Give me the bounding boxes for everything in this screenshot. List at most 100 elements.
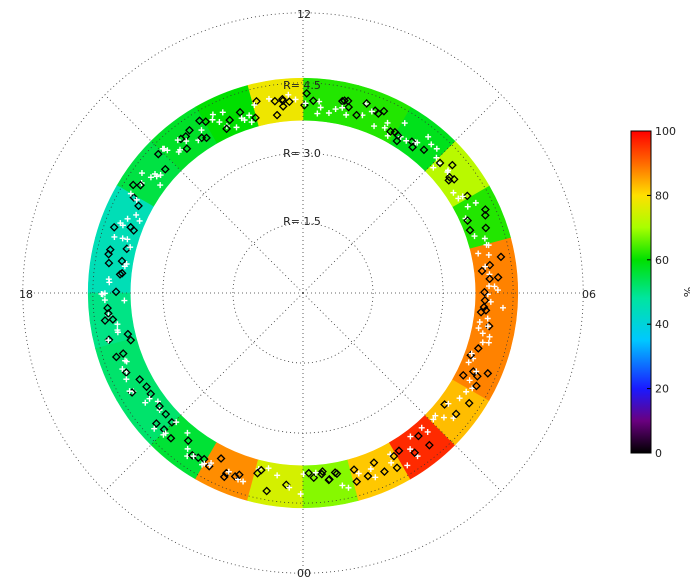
colorbar-tick-label-0: 0 [655, 447, 662, 460]
plus-marker-85 [485, 251, 492, 258]
plus-marker-306 [274, 472, 281, 479]
plus-marker-213 [124, 215, 131, 222]
diamond-marker-5 [318, 467, 327, 476]
diamond-marker-159 [278, 96, 288, 106]
diamond-marker-165 [251, 113, 260, 123]
plus-marker-76 [491, 283, 498, 290]
diamond-marker-260 [135, 374, 145, 384]
plus-marker-145 [332, 106, 339, 113]
plus-marker-125 [384, 132, 391, 139]
plus-marker-171 [233, 124, 240, 131]
plus-marker-96 [472, 199, 479, 206]
mlt-label-right: 06 [582, 288, 596, 301]
polar-grid [22, 12, 584, 574]
diamond-marker-240 [103, 303, 112, 313]
plus-marker-267 [146, 395, 153, 402]
plus-marker-170 [241, 117, 248, 124]
diamond-marker-266 [146, 389, 156, 399]
plus-marker-73 [494, 287, 501, 294]
diamond-marker-219 [109, 222, 119, 232]
plus-marker-250 [105, 337, 112, 344]
plus-marker-212 [133, 211, 140, 218]
diamond-marker-115 [419, 145, 429, 155]
plus-marker-246 [114, 321, 121, 328]
plus-marker-280 [184, 429, 191, 436]
plus-marker-162 [265, 95, 272, 102]
plus-marker-3 [312, 469, 319, 476]
diamond-marker-279 [166, 433, 176, 443]
plus-marker-40 [445, 400, 452, 407]
plus-marker-239 [121, 297, 128, 304]
diamond-marker-158 [277, 94, 287, 104]
plus-marker-128 [381, 124, 388, 131]
plus-marker-60 [479, 330, 486, 337]
plus-marker-35 [432, 412, 439, 419]
diamond-marker-270 [155, 401, 164, 411]
plus-marker-202 [157, 182, 164, 189]
diamond-marker-118 [407, 137, 417, 147]
diamond-marker-131 [379, 106, 389, 116]
plus-marker-221 [124, 236, 131, 243]
plus-marker-179 [209, 116, 216, 123]
plus-marker-200 [147, 174, 154, 181]
plus-marker-26 [407, 446, 414, 453]
plus-marker-255 [119, 366, 126, 373]
diamond-marker-138 [352, 110, 361, 120]
diamond-marker-210 [134, 201, 143, 211]
diamond-marker-52 [483, 368, 493, 378]
plus-marker-63 [484, 323, 491, 330]
plus-marker-164 [251, 101, 258, 108]
diamond-marker-140 [344, 102, 354, 112]
diamond-marker-107 [447, 160, 457, 170]
plus-marker-308 [286, 484, 293, 491]
diamond-marker-62 [484, 321, 494, 331]
diamond-marker-72 [480, 296, 490, 305]
diamond-marker-48 [458, 370, 468, 380]
plus-marker-281 [184, 445, 191, 452]
plus-marker-89 [471, 233, 478, 240]
colorbar-tick-label-1: 20 [655, 383, 669, 396]
plus-marker-10 [339, 482, 346, 489]
diamond-marker-295 [219, 472, 229, 482]
plus-marker-309 [297, 491, 304, 497]
diamond-marker-104 [444, 175, 454, 185]
diamond-marker-225 [104, 249, 114, 259]
plus-marker-154 [292, 96, 299, 103]
radius-label-2: R= 3.0 [283, 147, 321, 160]
diamond-marker-161 [270, 96, 280, 106]
plus-marker-120 [403, 137, 410, 144]
diamond-marker-150 [308, 96, 318, 106]
diamond-marker-29 [413, 431, 423, 441]
plus-marker-237 [101, 297, 108, 304]
diamond-marker-70 [479, 302, 489, 312]
plus-marker-300 [240, 478, 247, 485]
plus-marker-101 [450, 189, 457, 196]
diamond-marker-242 [100, 316, 110, 325]
plus-marker-263 [126, 388, 133, 395]
diamond-marker-264 [142, 382, 152, 392]
plus-marker-114 [425, 133, 432, 140]
plus-marker-277 [173, 419, 180, 426]
plus-marker-223 [127, 244, 134, 251]
radius-label-1: R= 1.5 [283, 215, 321, 228]
diamond-marker-1 [304, 468, 314, 478]
diamond-marker-282 [183, 436, 193, 446]
diamond-marker-2 [309, 473, 319, 483]
grid-spoke-5 [104, 292, 304, 492]
plus-marker-123 [401, 120, 408, 127]
diamond-marker-79 [485, 274, 495, 284]
diamond-marker-103 [445, 172, 454, 182]
diamond-marker-142 [337, 96, 347, 106]
grid-spoke-3 [104, 94, 304, 294]
plus-marker-217 [117, 220, 124, 227]
colorbar-label: % [681, 287, 690, 297]
diamond-marker-172 [225, 115, 235, 125]
diamond-marker-91 [465, 225, 475, 235]
colorbar-axis: 0 20 40 60 80 100 [647, 125, 676, 460]
colorbar-tick-label-4: 80 [655, 189, 669, 202]
plus-marker-201 [153, 173, 160, 180]
plus-marker-75 [486, 283, 493, 290]
plus-marker-25 [404, 462, 411, 469]
diamond-marker-95 [480, 205, 490, 214]
